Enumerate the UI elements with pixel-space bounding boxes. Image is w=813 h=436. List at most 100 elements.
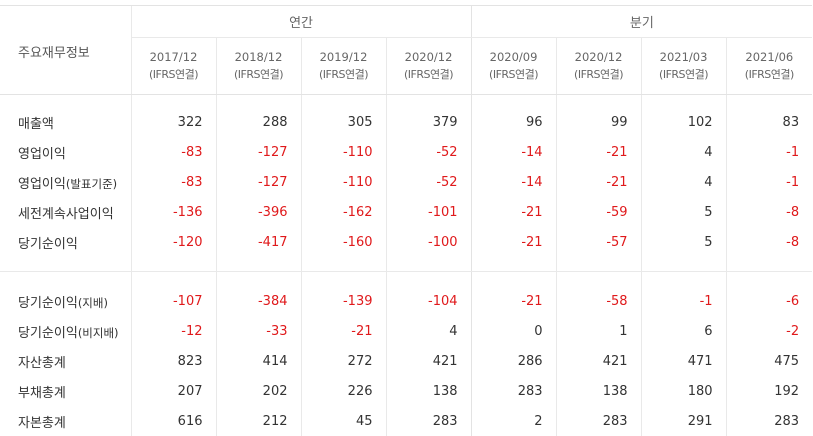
value-cell: 192: [725, 376, 813, 406]
value-cell: 4: [385, 316, 472, 346]
value-cell: 0: [470, 316, 557, 346]
row-label-text: 자본총계: [18, 415, 66, 431]
value-cell: 202: [215, 376, 301, 406]
value-cell: 207: [130, 376, 216, 406]
value-cell: -1: [725, 137, 813, 167]
period-basis: (IFRS연결): [659, 68, 709, 81]
period-date: 2018/12: [234, 50, 283, 64]
period-date: 2019/12: [319, 50, 368, 64]
value-cell: -120: [130, 227, 216, 257]
value-cell: -21: [470, 286, 557, 316]
value-cell: -12: [130, 316, 216, 346]
value-cell: -1: [725, 167, 813, 197]
value-cell: 616: [130, 406, 216, 436]
value-cell: -21: [300, 316, 386, 346]
table-row: 당기순이익(비지배) -12 -33 -21 4 0 1 6 -2: [0, 316, 813, 346]
period-basis: (IFRS연결): [744, 68, 795, 81]
value-cell: -1: [640, 286, 727, 316]
period-basis: (IFRS연결): [148, 68, 199, 81]
value-cell: -8: [725, 197, 813, 227]
value-cell: 823: [130, 346, 216, 376]
row-label: 당기순이익: [0, 227, 131, 257]
value-cell: -2: [725, 316, 813, 346]
row-label-text: 영업이익: [18, 176, 66, 192]
value-cell: 102: [640, 107, 727, 137]
value-cell: -160: [300, 227, 386, 257]
value-cell: -52: [385, 137, 472, 167]
value-cell: -57: [555, 227, 642, 257]
value-cell: -162: [300, 197, 386, 227]
row-label: 당기순이익(지배): [0, 286, 131, 316]
value-cell: 212: [215, 406, 301, 436]
value-cell: -58: [555, 286, 642, 316]
table-row: 영업이익(발표기준) -83 -127 -110 -52 -14 -21 4 -1: [0, 167, 813, 197]
period-date: 2020/12: [574, 50, 623, 64]
value-cell: 288: [215, 107, 301, 137]
period-header: 2017/12 (IFRS연결): [130, 37, 216, 95]
row-label-text: 영업이익: [18, 146, 66, 162]
value-cell: -83: [130, 137, 216, 167]
row-label: 부채총계: [0, 376, 131, 406]
period-header: 2021/03 (IFRS연결): [640, 37, 727, 95]
row-label: 자본총계: [0, 406, 131, 436]
value-cell: 6: [640, 316, 727, 346]
value-cell: -21: [470, 227, 557, 257]
value-cell: -127: [215, 137, 301, 167]
period-date: 2020/09: [489, 50, 538, 64]
value-cell: 2: [470, 406, 557, 436]
period-basis: (IFRS연결): [404, 68, 454, 81]
period-date: 2021/06: [745, 50, 794, 64]
value-cell: 4: [640, 137, 727, 167]
value-cell: 286: [470, 346, 557, 376]
period-header: 2021/06 (IFRS연결): [725, 37, 813, 95]
period-header: 2020/09 (IFRS연결): [470, 37, 557, 95]
value-cell: -110: [300, 167, 386, 197]
row-label-sub: (지배): [77, 295, 108, 310]
value-cell: 322: [130, 107, 216, 137]
value-cell: 45: [300, 406, 386, 436]
value-cell: -52: [385, 167, 472, 197]
row-label-text: 매출액: [18, 116, 54, 132]
value-cell: 226: [300, 376, 386, 406]
row-label-text: 자산총계: [18, 355, 66, 371]
row-label-text: 당기순이익: [18, 325, 78, 341]
table-row: 자본총계 616 212 45 283 2 283 291 283: [0, 406, 813, 436]
financial-table: 주요재무정보 연간 분기 2017/12 (IFRS연결) 2018/12 (IFRS…: [0, 5, 813, 436]
value-cell: -101: [385, 197, 472, 227]
value-cell: -33: [215, 316, 301, 346]
value-cell: 1: [555, 316, 642, 346]
value-cell: -8: [725, 227, 813, 257]
value-cell: -14: [470, 137, 557, 167]
row-label-text: 세전계속사업이익: [18, 206, 114, 222]
table-row: 자산총계 823 414 272 421 286 421 471 475: [0, 346, 813, 376]
value-cell: 471: [640, 346, 727, 376]
value-cell: -384: [215, 286, 301, 316]
table-row: 당기순이익(지배) -107 -384 -139 -104 -21 -58 -1 -6: [0, 286, 813, 316]
table-row: 세전계속사업이익 -136 -396 -162 -101 -21 -59 5 -8: [0, 197, 813, 227]
value-cell: -110: [300, 137, 386, 167]
row-label-text: 부채총계: [18, 385, 66, 401]
row-label: 영업이익(발표기준): [0, 167, 131, 197]
period-basis: (IFRS연결): [489, 68, 539, 81]
value-cell: 475: [725, 346, 813, 376]
value-cell: -59: [555, 197, 642, 227]
value-cell: 291: [640, 406, 727, 436]
value-cell: -136: [130, 197, 216, 227]
group-header-quarter: 분기: [470, 5, 813, 38]
corner-label: 주요재무정보: [0, 5, 131, 95]
value-cell: 5: [640, 197, 727, 227]
period-header: 2020/12 (IFRS연결): [385, 37, 472, 95]
value-cell: 305: [300, 107, 386, 137]
value-cell: 414: [215, 346, 301, 376]
value-cell: 83: [725, 107, 813, 137]
value-cell: -139: [300, 286, 386, 316]
row-label: 당기순이익(비지배): [0, 316, 131, 346]
period-date: 2021/03: [659, 50, 708, 64]
value-cell: 283: [470, 376, 557, 406]
value-cell: 283: [725, 406, 813, 436]
value-cell: -396: [215, 197, 301, 227]
value-cell: 421: [555, 346, 642, 376]
value-cell: 180: [640, 376, 727, 406]
value-cell: 379: [385, 107, 472, 137]
period-basis: (IFRS연결): [318, 68, 369, 81]
